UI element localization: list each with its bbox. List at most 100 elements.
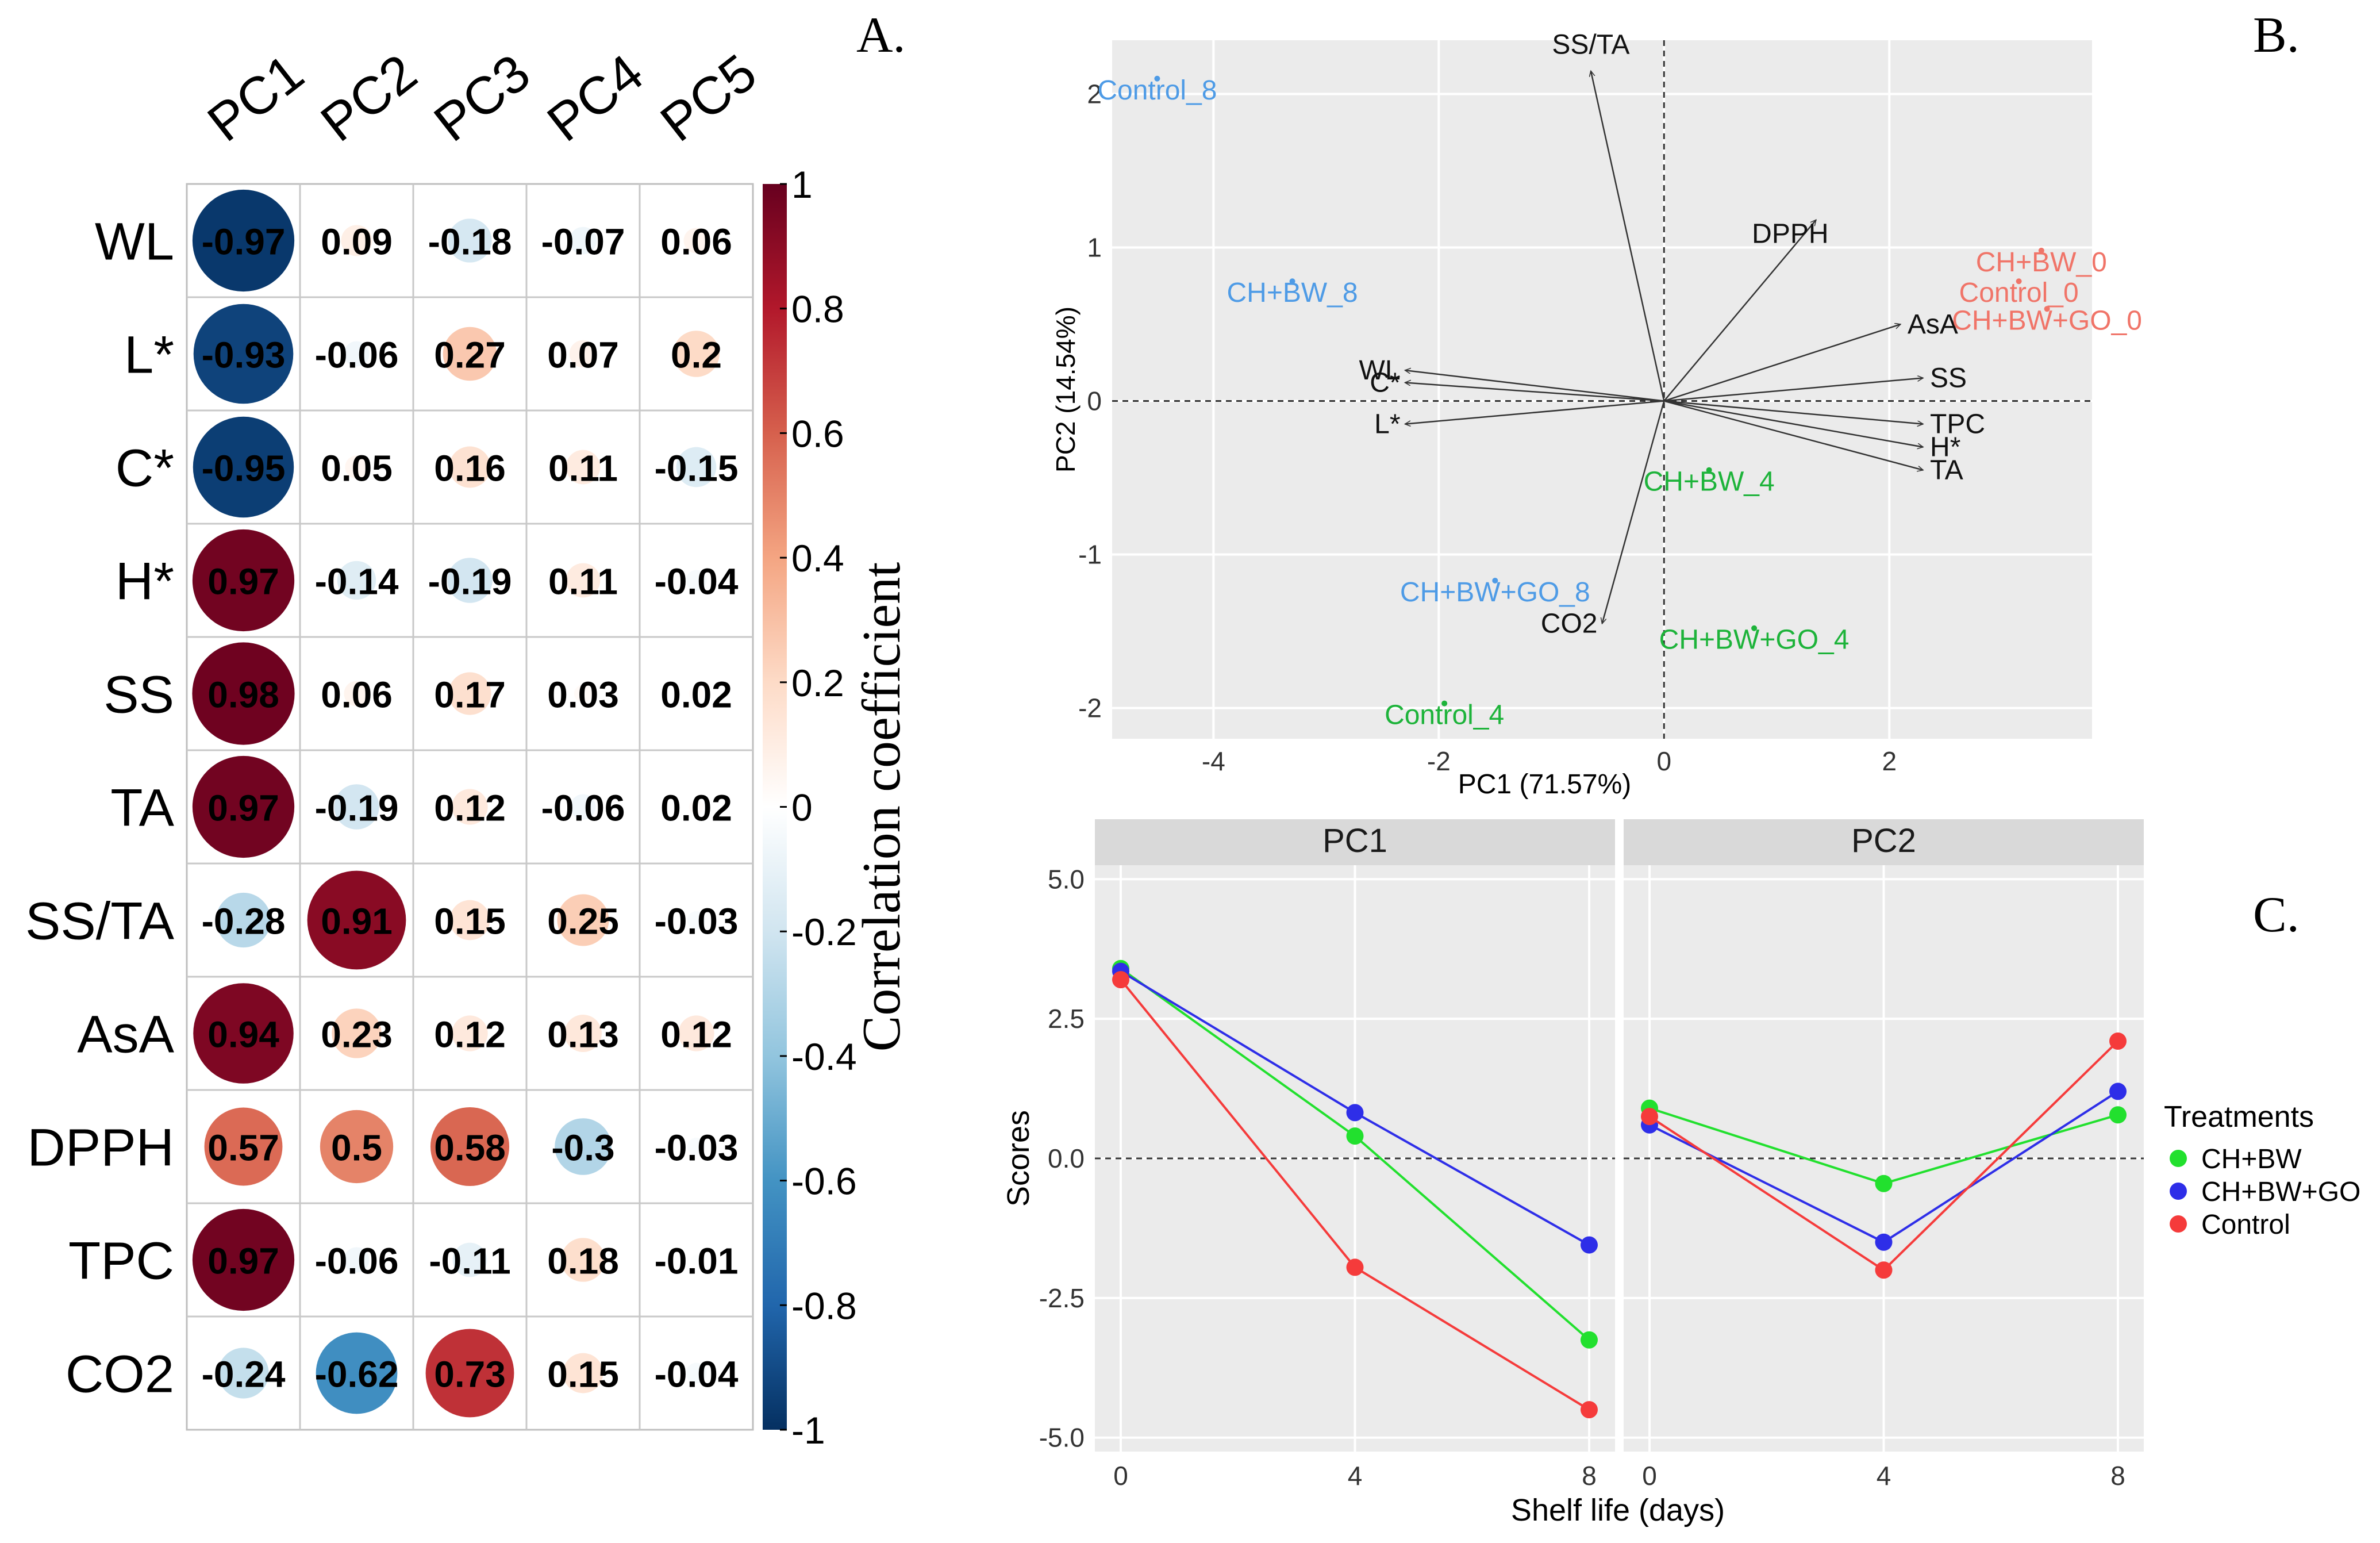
correlation-value: 0.97 bbox=[207, 1241, 279, 1282]
row-label: SS/TA bbox=[25, 892, 175, 951]
x-tick-label: 8 bbox=[1582, 1461, 1597, 1491]
series-point bbox=[2109, 1083, 2127, 1100]
correlation-circle bbox=[449, 900, 490, 941]
correlation-value: -0.28 bbox=[202, 901, 286, 942]
correlation-value: -0.06 bbox=[315, 1241, 399, 1282]
loading-label: SS/TA bbox=[1552, 29, 1629, 60]
x-tick-label: 2 bbox=[1882, 746, 1897, 776]
loading-label: SS bbox=[1930, 363, 1967, 393]
correlation-circle bbox=[452, 1242, 487, 1277]
correlation-circle bbox=[345, 455, 368, 479]
correlation-circle bbox=[192, 755, 295, 858]
score-point bbox=[1154, 75, 1160, 82]
row-label: TPC bbox=[68, 1232, 174, 1291]
correlation-circle bbox=[557, 894, 609, 946]
correlation-value: 0.97 bbox=[207, 788, 279, 829]
correlation-circle bbox=[316, 1332, 398, 1414]
correlation-value: -0.11 bbox=[429, 1241, 510, 1282]
column-header: PC4 bbox=[537, 43, 654, 153]
y-axis-label: PC2 (14.54%) bbox=[1051, 306, 1081, 473]
score-point bbox=[1492, 577, 1498, 584]
correlation-circle bbox=[193, 416, 294, 518]
correlation-value: -0.03 bbox=[655, 901, 739, 942]
legend-label: Control bbox=[2201, 1210, 2290, 1240]
correlation-circle bbox=[676, 447, 717, 488]
correlation-value: 0.13 bbox=[547, 1014, 619, 1055]
row-label: WL bbox=[95, 213, 174, 271]
correlation-value: -0.24 bbox=[202, 1354, 286, 1395]
correlation-value: -0.15 bbox=[655, 448, 739, 489]
y-tick-label: 5.0 bbox=[1048, 864, 1085, 894]
correlation-value: -0.19 bbox=[315, 788, 399, 829]
loading-label: AsA bbox=[1908, 309, 1958, 340]
colorbar-tick-label: 0.2 bbox=[791, 662, 844, 704]
correlation-value: 0.12 bbox=[434, 1014, 506, 1055]
correlation-value: 0.58 bbox=[434, 1127, 506, 1169]
series-point bbox=[2109, 1106, 2127, 1124]
correlation-circle bbox=[561, 1238, 605, 1282]
correlation-value: -0.3 bbox=[551, 1127, 614, 1169]
correlation-value: -0.04 bbox=[655, 1354, 739, 1395]
correlation-value: 0.98 bbox=[207, 674, 279, 716]
loading-label: TPC bbox=[1930, 409, 1985, 440]
correlation-value: 0.07 bbox=[547, 335, 619, 376]
x-axis-label: Shelf life (days) bbox=[1511, 1493, 1725, 1527]
correlation-circle bbox=[443, 327, 497, 381]
colorbar-tick-label: 1 bbox=[791, 163, 813, 206]
panel-label-b: B. bbox=[2253, 7, 2300, 63]
correlation-value: 0.15 bbox=[547, 1354, 619, 1395]
pca-biplot: -4 -2 0 2 -2 -1 0 1 2 PC1 (71.57%) PC2 (14.54%) SS/… bbox=[1051, 29, 2142, 800]
correlation-value: -0.97 bbox=[202, 221, 286, 263]
correlation-circle bbox=[449, 446, 491, 488]
correlation-value: 0.97 bbox=[207, 561, 279, 602]
score-point bbox=[2038, 247, 2044, 254]
score-point bbox=[2016, 278, 2022, 285]
y-tick-label: 2 bbox=[1087, 79, 1102, 109]
correlation-circle bbox=[218, 1348, 269, 1399]
correlation-circle bbox=[447, 558, 493, 603]
loading-arrow bbox=[1664, 400, 1923, 447]
loading-label: H* bbox=[1930, 432, 1960, 463]
correlation-value: -0.07 bbox=[541, 221, 625, 263]
correlation-circle bbox=[555, 1118, 612, 1175]
correlation-circle bbox=[320, 1110, 394, 1184]
correlation-circle bbox=[678, 1015, 714, 1051]
panel-label-c: C. bbox=[2253, 887, 2300, 943]
correlation-value: 0.02 bbox=[660, 788, 732, 829]
correlation-circle bbox=[425, 1329, 514, 1418]
correlation-value: 0.12 bbox=[434, 788, 506, 829]
correlation-value: -0.18 bbox=[428, 221, 512, 263]
row-label: C* bbox=[116, 439, 174, 498]
correlation-circle bbox=[332, 1008, 382, 1058]
correlation-circle bbox=[689, 799, 704, 815]
x-axis-label: PC1 (71.57%) bbox=[1458, 769, 1631, 800]
x-tick-label: 0 bbox=[1642, 1461, 1657, 1491]
y-tick-label: 2.5 bbox=[1048, 1004, 1085, 1034]
correlation-value: 0.73 bbox=[434, 1354, 506, 1395]
correlation-circle bbox=[192, 1208, 295, 1311]
colorbar-tick-label: -0.6 bbox=[791, 1160, 857, 1203]
series-point bbox=[1875, 1233, 1893, 1251]
loading-arrow bbox=[1664, 378, 1923, 402]
correlation-value: 0.12 bbox=[660, 1014, 732, 1055]
score-label: CH+BW_0 bbox=[1976, 247, 2107, 278]
correlation-circle bbox=[334, 784, 379, 830]
facet-strip bbox=[1624, 819, 2144, 865]
score-point bbox=[1289, 278, 1295, 285]
row-label: L* bbox=[124, 326, 174, 385]
colorbar-title: Correlation coefficient bbox=[852, 562, 912, 1052]
facet-title: PC2 bbox=[1851, 822, 1916, 859]
correlation-circle bbox=[337, 561, 376, 600]
colorbar-tick-label: -0.4 bbox=[791, 1035, 857, 1078]
correlation-circle bbox=[566, 450, 601, 485]
correlation-value: 0.27 bbox=[434, 335, 506, 376]
correlation-circle bbox=[344, 341, 370, 367]
column-header: PC1 bbox=[197, 43, 314, 153]
loading-arrow bbox=[1602, 401, 1665, 624]
correlation-value: 0.03 bbox=[547, 674, 619, 716]
correlation-circle bbox=[689, 686, 704, 701]
correlation-value: 0.16 bbox=[434, 448, 506, 489]
correlation-value: 0.11 bbox=[548, 561, 618, 602]
y-tick-label: -2.5 bbox=[1039, 1283, 1085, 1313]
correlation-circle bbox=[687, 1137, 706, 1156]
